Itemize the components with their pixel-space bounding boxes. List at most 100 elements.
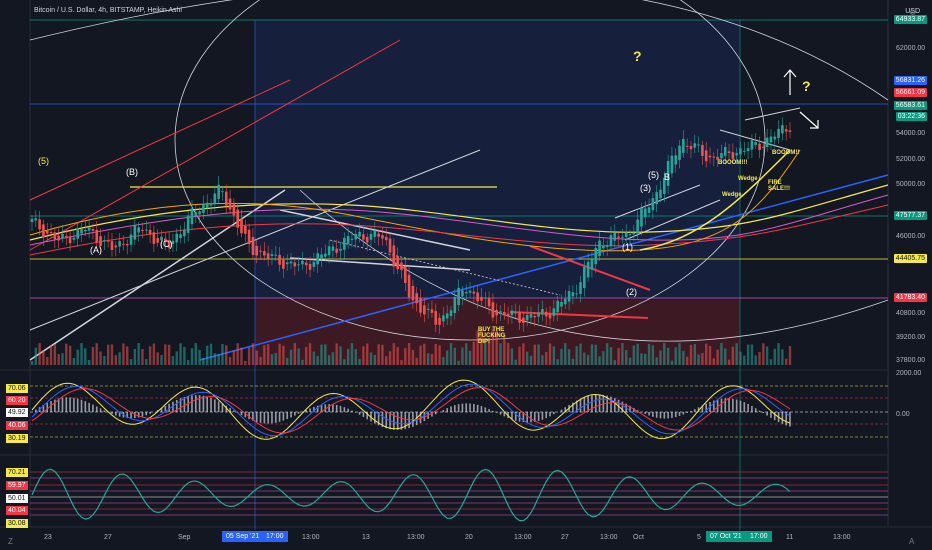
y-tick: 52000.00 — [896, 156, 926, 163]
osc-level-tag: 60.20 — [6, 396, 28, 405]
candle-body — [369, 233, 373, 240]
volume-bar — [301, 359, 304, 365]
volume-bar — [659, 350, 662, 365]
volume-bar — [38, 343, 41, 365]
volume-layer — [30, 328, 792, 365]
candle-body — [141, 229, 144, 231]
candle-body — [518, 312, 521, 323]
histogram-bar — [225, 405, 228, 412]
volume-bar — [411, 349, 415, 365]
histogram-bar — [80, 399, 83, 412]
histogram-bar — [244, 412, 247, 418]
candle-body — [491, 302, 495, 318]
candle-body — [453, 296, 457, 314]
histogram-bar — [655, 412, 658, 418]
histogram-bar — [751, 406, 753, 412]
candle-body — [556, 300, 559, 313]
volume-bar — [689, 345, 693, 365]
volume-bar — [34, 347, 38, 365]
candle-body — [80, 229, 83, 234]
volume-bar — [788, 346, 792, 365]
price-tag: 41783.40 — [893, 293, 927, 302]
histogram-bar — [697, 407, 700, 412]
volume-bar — [727, 359, 731, 365]
histogram-bar — [720, 398, 723, 412]
histogram-bar — [678, 412, 681, 416]
candle-body — [164, 238, 167, 242]
histogram-bar — [598, 394, 601, 412]
volume-bar — [209, 343, 213, 365]
histogram-bar — [591, 395, 593, 412]
volume-bar — [247, 347, 251, 365]
histogram-bar — [35, 409, 37, 412]
volume-bar — [57, 354, 60, 365]
arc-drawing — [299, 189, 889, 342]
histogram-bar — [351, 410, 353, 412]
volume-bar — [682, 350, 685, 365]
candle-body — [30, 218, 34, 223]
auto-scale-icon[interactable]: A — [909, 537, 915, 546]
volume-bar — [202, 357, 205, 365]
x-tick: Sep — [178, 534, 191, 541]
settings-icon[interactable]: ⚙ — [909, 8, 917, 17]
wave-label: (5) — [648, 170, 659, 180]
candle-body — [103, 240, 106, 242]
volume-bar — [602, 351, 605, 365]
candle-body — [160, 236, 163, 241]
histogram-bar — [385, 412, 388, 429]
candle-body — [76, 228, 80, 239]
volume-bar — [278, 343, 281, 365]
candle-body — [712, 156, 716, 158]
histogram-bar — [221, 403, 224, 412]
histogram-bar — [716, 399, 719, 412]
candle-body — [224, 191, 228, 206]
candle-body — [61, 233, 64, 239]
candle-body — [167, 240, 171, 248]
volume-bar — [758, 352, 761, 365]
histogram-bar — [686, 412, 688, 413]
volume-bar — [126, 346, 129, 365]
histogram-bar — [175, 399, 178, 412]
histogram-bar — [701, 405, 704, 412]
candle-body — [594, 247, 598, 265]
ellipse-drawing — [174, 0, 766, 341]
histogram-bar — [309, 408, 311, 412]
candle-body — [682, 138, 685, 153]
candle-body — [57, 235, 60, 241]
osc-level-tag: 50.01 — [6, 494, 28, 503]
candle-body — [583, 266, 586, 289]
y-tick: 40800.00 — [896, 310, 926, 317]
moving-average — [29, 204, 889, 256]
zoom-icon[interactable]: Z — [8, 537, 13, 546]
histogram-bar — [541, 412, 544, 420]
candle-body — [503, 311, 506, 316]
histogram-bar — [84, 401, 87, 412]
candle-body — [655, 192, 658, 205]
histogram-bar — [434, 412, 437, 415]
histogram-bar — [454, 405, 456, 412]
histogram-bar — [457, 404, 460, 412]
histogram-bar — [164, 405, 167, 412]
histogram-bar — [316, 405, 319, 412]
down-arrow-icon — [810, 120, 819, 129]
candle-body — [476, 292, 479, 302]
candle-body — [548, 314, 552, 319]
candle-body — [118, 241, 121, 247]
wave-label: (C) — [160, 239, 173, 249]
up-arrow-icon — [783, 69, 797, 78]
candle-body — [373, 230, 377, 237]
volume-bar — [305, 346, 308, 365]
trend-line — [529, 245, 651, 291]
candle-body — [632, 232, 636, 235]
volume-bar — [674, 347, 677, 365]
volume-bar — [293, 343, 297, 365]
candle-body — [289, 261, 293, 264]
candle-body — [84, 229, 87, 232]
histogram-bar — [297, 412, 300, 414]
volume-bar — [445, 350, 449, 365]
volume-bar — [552, 346, 556, 365]
chart-title: Bitcoin / U.S. Dollar, 4h, BITSTAMP, Hei… — [34, 7, 182, 14]
histogram-bar — [381, 412, 384, 427]
candle-body — [716, 156, 719, 160]
